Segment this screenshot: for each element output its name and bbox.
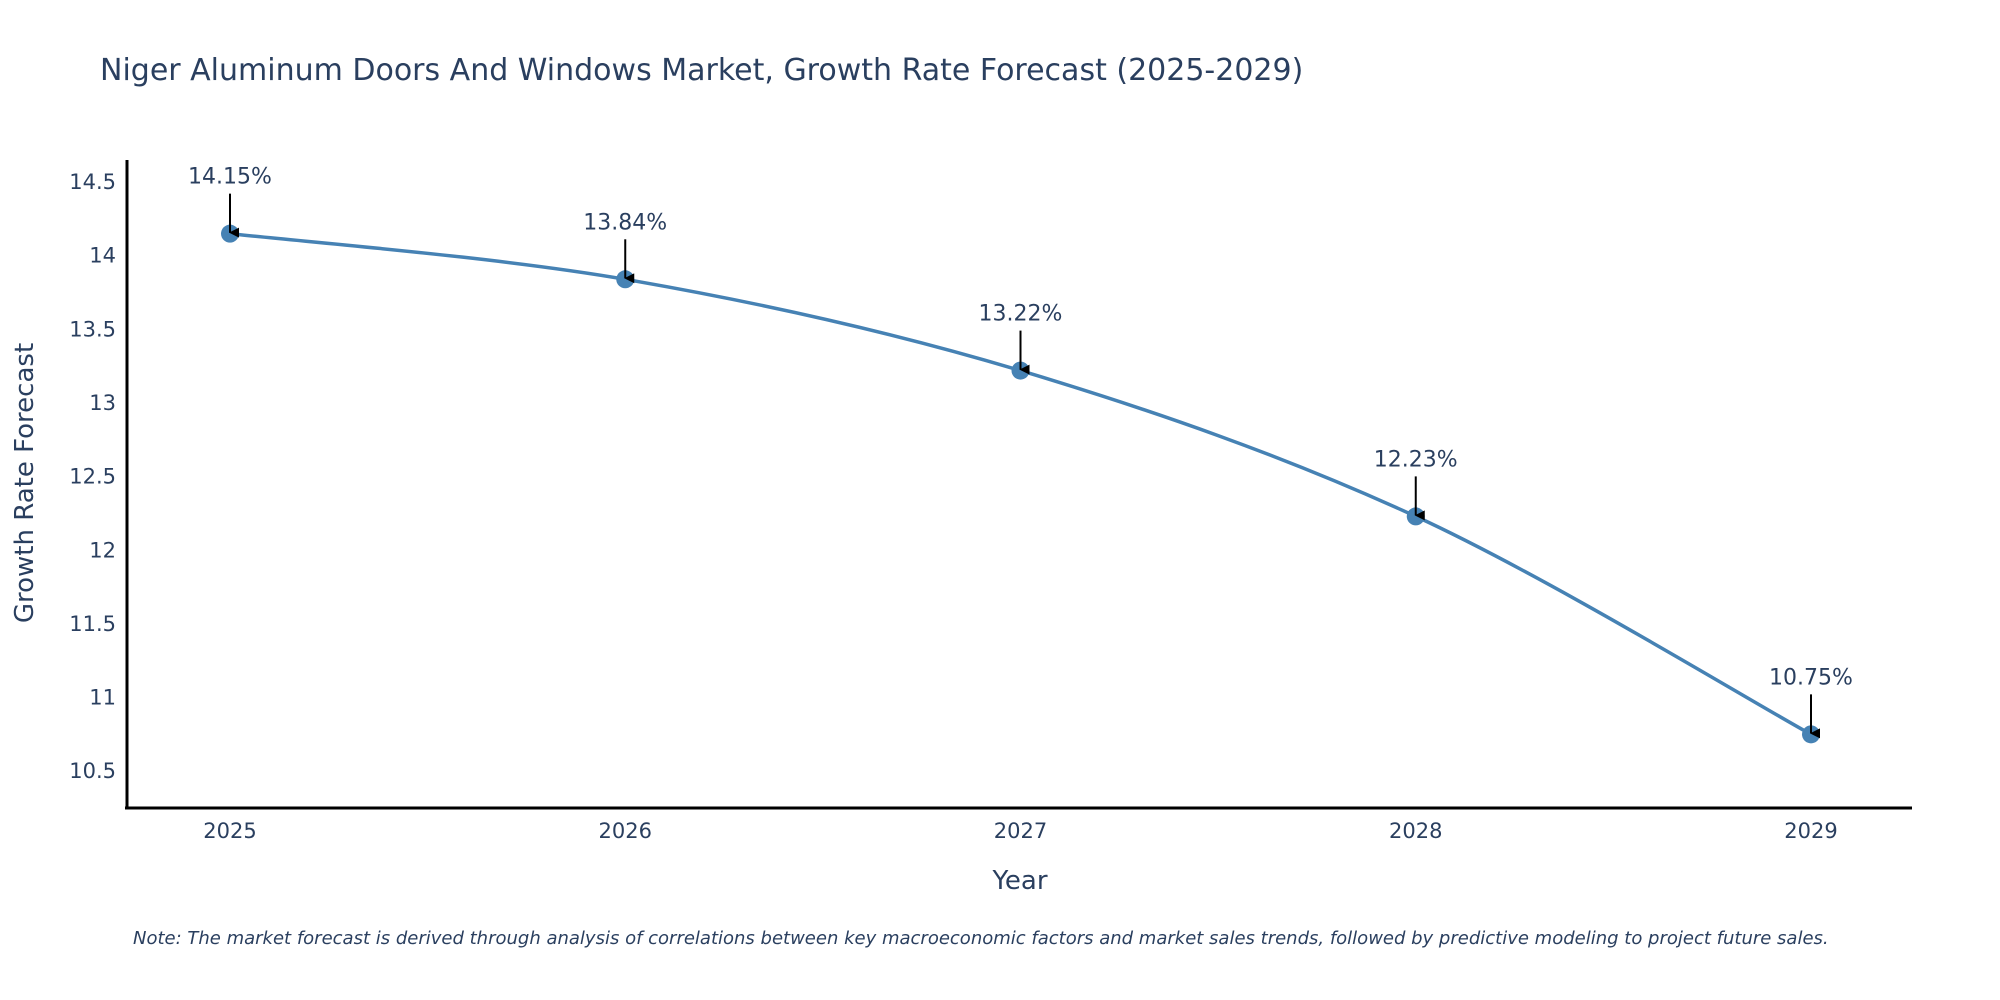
x-tick-label: 2029	[1784, 819, 1837, 843]
data-label-2025: 14.15%	[188, 165, 272, 190]
data-annotations: 14.15% 13.84% 13.22% 12.23% 10.75%	[188, 165, 1853, 739]
y-tick-label: 14	[89, 244, 116, 268]
y-tick-label: 12.5	[69, 465, 116, 489]
data-label-2029: 10.75%	[1769, 665, 1853, 690]
x-tick-label: 2027	[994, 819, 1047, 843]
y-tick-label: 13.5	[69, 317, 116, 341]
data-label-2027: 13.22%	[979, 302, 1063, 327]
x-tick-label: 2026	[599, 819, 652, 843]
y-tick-label: 13	[89, 391, 116, 415]
y-tick-label: 12	[89, 538, 116, 562]
chart-title: Niger Aluminum Doors And Windows Market,…	[100, 53, 1303, 88]
y-tick-label: 14.5	[69, 170, 116, 194]
data-label-2028: 12.23%	[1374, 447, 1458, 472]
data-label-2026: 13.84%	[583, 210, 667, 235]
y-axis-title: Growth Rate Forecast	[10, 343, 40, 623]
x-axis-title: Year	[991, 866, 1047, 896]
y-tick-label: 11.5	[69, 612, 116, 636]
y-tick-label: 11	[89, 686, 116, 710]
x-tick-label: 2025	[203, 819, 256, 843]
y-axis-ticks: 10.5 11 11.5 12 12.5 13 13.5 14 14.5	[69, 170, 116, 783]
y-tick-label: 10.5	[69, 759, 116, 783]
footnote: Note: The market forecast is derived thr…	[133, 928, 1829, 949]
x-tick-label: 2028	[1389, 819, 1442, 843]
x-axis-ticks: 2025 2026 2027 2028 2029	[203, 819, 1837, 843]
